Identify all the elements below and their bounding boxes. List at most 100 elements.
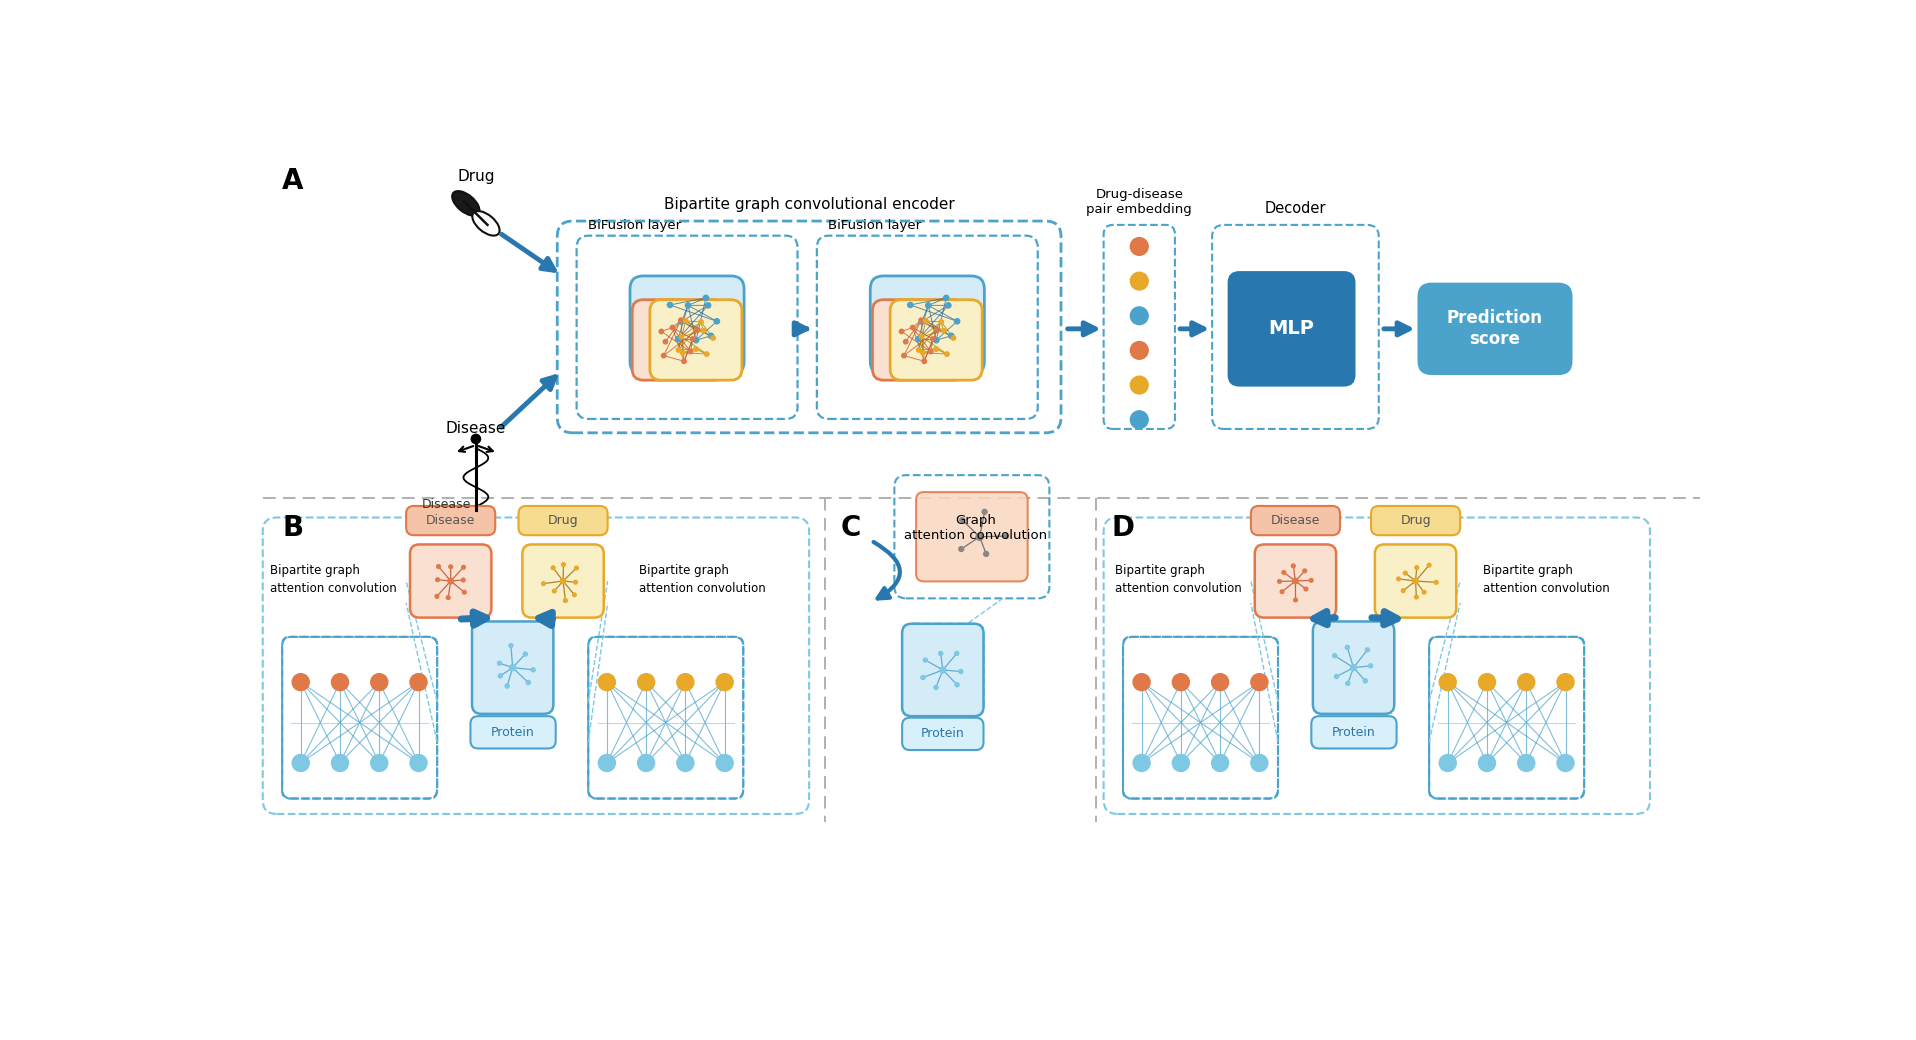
Text: Disease: Disease (1270, 514, 1320, 527)
Text: Bipartite graph convolutional encoder: Bipartite graph convolutional encoder (663, 197, 954, 212)
Text: Drug: Drug (1401, 514, 1431, 527)
Circle shape (676, 336, 680, 341)
Circle shape (1211, 754, 1228, 772)
Circle shape (929, 349, 933, 354)
Circle shape (1345, 681, 1351, 685)
Text: Protein: Protein (1332, 726, 1376, 738)
Circle shape (370, 674, 387, 691)
Circle shape (448, 565, 452, 569)
Circle shape (293, 754, 308, 772)
Circle shape (573, 593, 577, 597)
Circle shape (1130, 341, 1148, 359)
Circle shape (682, 359, 686, 363)
Circle shape (293, 674, 308, 691)
Circle shape (1517, 754, 1535, 772)
Text: A: A (282, 167, 303, 196)
Circle shape (370, 754, 387, 772)
Circle shape (950, 336, 956, 340)
Circle shape (1401, 589, 1404, 593)
Circle shape (916, 347, 922, 353)
FancyBboxPatch shape (1251, 505, 1339, 536)
Circle shape (1439, 674, 1456, 691)
Circle shape (435, 578, 439, 581)
Text: B: B (282, 514, 303, 542)
Circle shape (922, 350, 925, 355)
Circle shape (598, 754, 615, 772)
Circle shape (1130, 272, 1148, 290)
Circle shape (638, 754, 655, 772)
Circle shape (1293, 598, 1297, 602)
Circle shape (638, 674, 655, 691)
Circle shape (1414, 595, 1418, 599)
Circle shape (1403, 571, 1406, 575)
Text: C: C (839, 514, 860, 542)
Circle shape (948, 333, 954, 338)
Circle shape (678, 319, 684, 324)
Circle shape (1293, 578, 1299, 583)
Circle shape (958, 547, 964, 551)
Circle shape (931, 337, 935, 341)
Circle shape (1291, 564, 1295, 568)
Circle shape (462, 566, 466, 569)
Circle shape (659, 330, 663, 334)
Circle shape (1439, 754, 1456, 772)
Circle shape (954, 318, 960, 323)
Circle shape (941, 329, 947, 333)
FancyBboxPatch shape (650, 300, 741, 381)
Circle shape (694, 329, 699, 333)
Circle shape (686, 303, 690, 308)
Circle shape (920, 335, 924, 339)
Text: MLP: MLP (1268, 319, 1314, 338)
Circle shape (939, 651, 943, 655)
FancyBboxPatch shape (872, 300, 964, 381)
Ellipse shape (473, 211, 500, 236)
Circle shape (523, 652, 527, 656)
Circle shape (552, 566, 556, 570)
Text: Disease: Disease (425, 514, 475, 527)
FancyBboxPatch shape (1228, 271, 1355, 387)
Circle shape (983, 510, 987, 514)
FancyBboxPatch shape (1311, 717, 1397, 749)
FancyBboxPatch shape (1312, 622, 1395, 713)
Circle shape (561, 563, 565, 567)
Circle shape (945, 352, 948, 357)
Circle shape (663, 339, 667, 344)
Circle shape (331, 674, 349, 691)
Circle shape (1412, 578, 1418, 583)
Circle shape (943, 295, 948, 301)
FancyBboxPatch shape (632, 300, 724, 381)
Circle shape (410, 754, 427, 772)
Circle shape (1364, 679, 1368, 683)
Circle shape (933, 685, 939, 690)
Circle shape (531, 668, 535, 672)
Circle shape (699, 319, 703, 324)
Circle shape (506, 684, 510, 688)
Text: BiFusion layer: BiFusion layer (828, 218, 922, 232)
Circle shape (598, 674, 615, 691)
Circle shape (671, 326, 674, 330)
Circle shape (678, 335, 684, 339)
Circle shape (1278, 579, 1282, 583)
Circle shape (694, 338, 699, 343)
Circle shape (1132, 754, 1150, 772)
Circle shape (701, 329, 705, 333)
Circle shape (462, 591, 466, 594)
FancyBboxPatch shape (870, 276, 985, 374)
Circle shape (709, 333, 713, 338)
Ellipse shape (452, 191, 479, 215)
FancyBboxPatch shape (1255, 545, 1335, 618)
Circle shape (1351, 665, 1357, 671)
Circle shape (920, 318, 924, 322)
Circle shape (1211, 674, 1228, 691)
Circle shape (552, 590, 556, 593)
Text: Bipartite graph
attention convolution: Bipartite graph attention convolution (1115, 564, 1242, 595)
Circle shape (1309, 578, 1312, 582)
Text: Protein: Protein (490, 726, 535, 738)
Circle shape (1414, 566, 1418, 570)
Circle shape (1479, 754, 1496, 772)
Circle shape (922, 359, 927, 363)
Circle shape (1130, 376, 1148, 394)
Circle shape (1173, 754, 1190, 772)
Circle shape (1130, 237, 1148, 255)
Circle shape (902, 354, 906, 358)
